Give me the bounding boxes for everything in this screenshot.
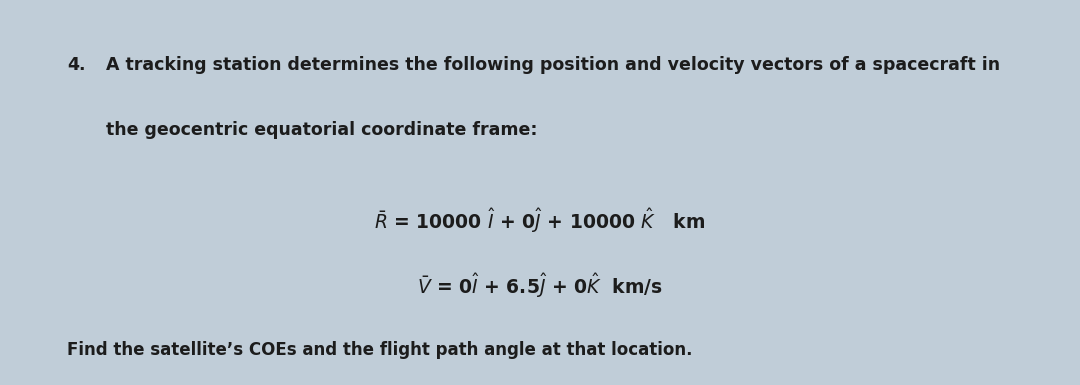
Text: $\bar{R}$ = 10000 $\mathit{\hat{I}}$ + 0$\mathit{\hat{J}}$ + 10000 $\mathit{\hat: $\bar{R}$ = 10000 $\mathit{\hat{I}}$ + 0… (375, 206, 705, 235)
Text: A tracking station determines the following position and velocity vectors of a s: A tracking station determines the follow… (106, 56, 1000, 74)
Text: Find the satellite’s COEs and the flight path angle at that location.: Find the satellite’s COEs and the flight… (67, 341, 692, 359)
Text: the geocentric equatorial coordinate frame:: the geocentric equatorial coordinate fra… (106, 121, 538, 139)
Text: 4.: 4. (67, 56, 85, 74)
Text: $\bar{V}$ = 0$\mathit{\hat{I}}$ + 6.5$\mathit{\hat{J}}$ + 0$\mathit{\hat{K}}$  k: $\bar{V}$ = 0$\mathit{\hat{I}}$ + 6.5$\m… (417, 271, 663, 300)
